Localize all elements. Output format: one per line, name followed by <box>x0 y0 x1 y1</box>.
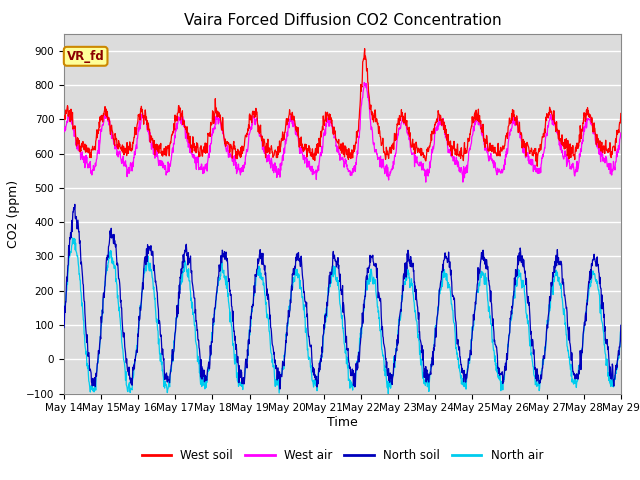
Legend: West soil, West air, North soil, North air: West soil, West air, North soil, North a… <box>137 444 548 467</box>
Text: VR_fd: VR_fd <box>67 50 104 63</box>
Title: Vaira Forced Diffusion CO2 Concentration: Vaira Forced Diffusion CO2 Concentration <box>184 13 501 28</box>
Y-axis label: CO2 (ppm): CO2 (ppm) <box>7 180 20 248</box>
X-axis label: Time: Time <box>327 416 358 429</box>
